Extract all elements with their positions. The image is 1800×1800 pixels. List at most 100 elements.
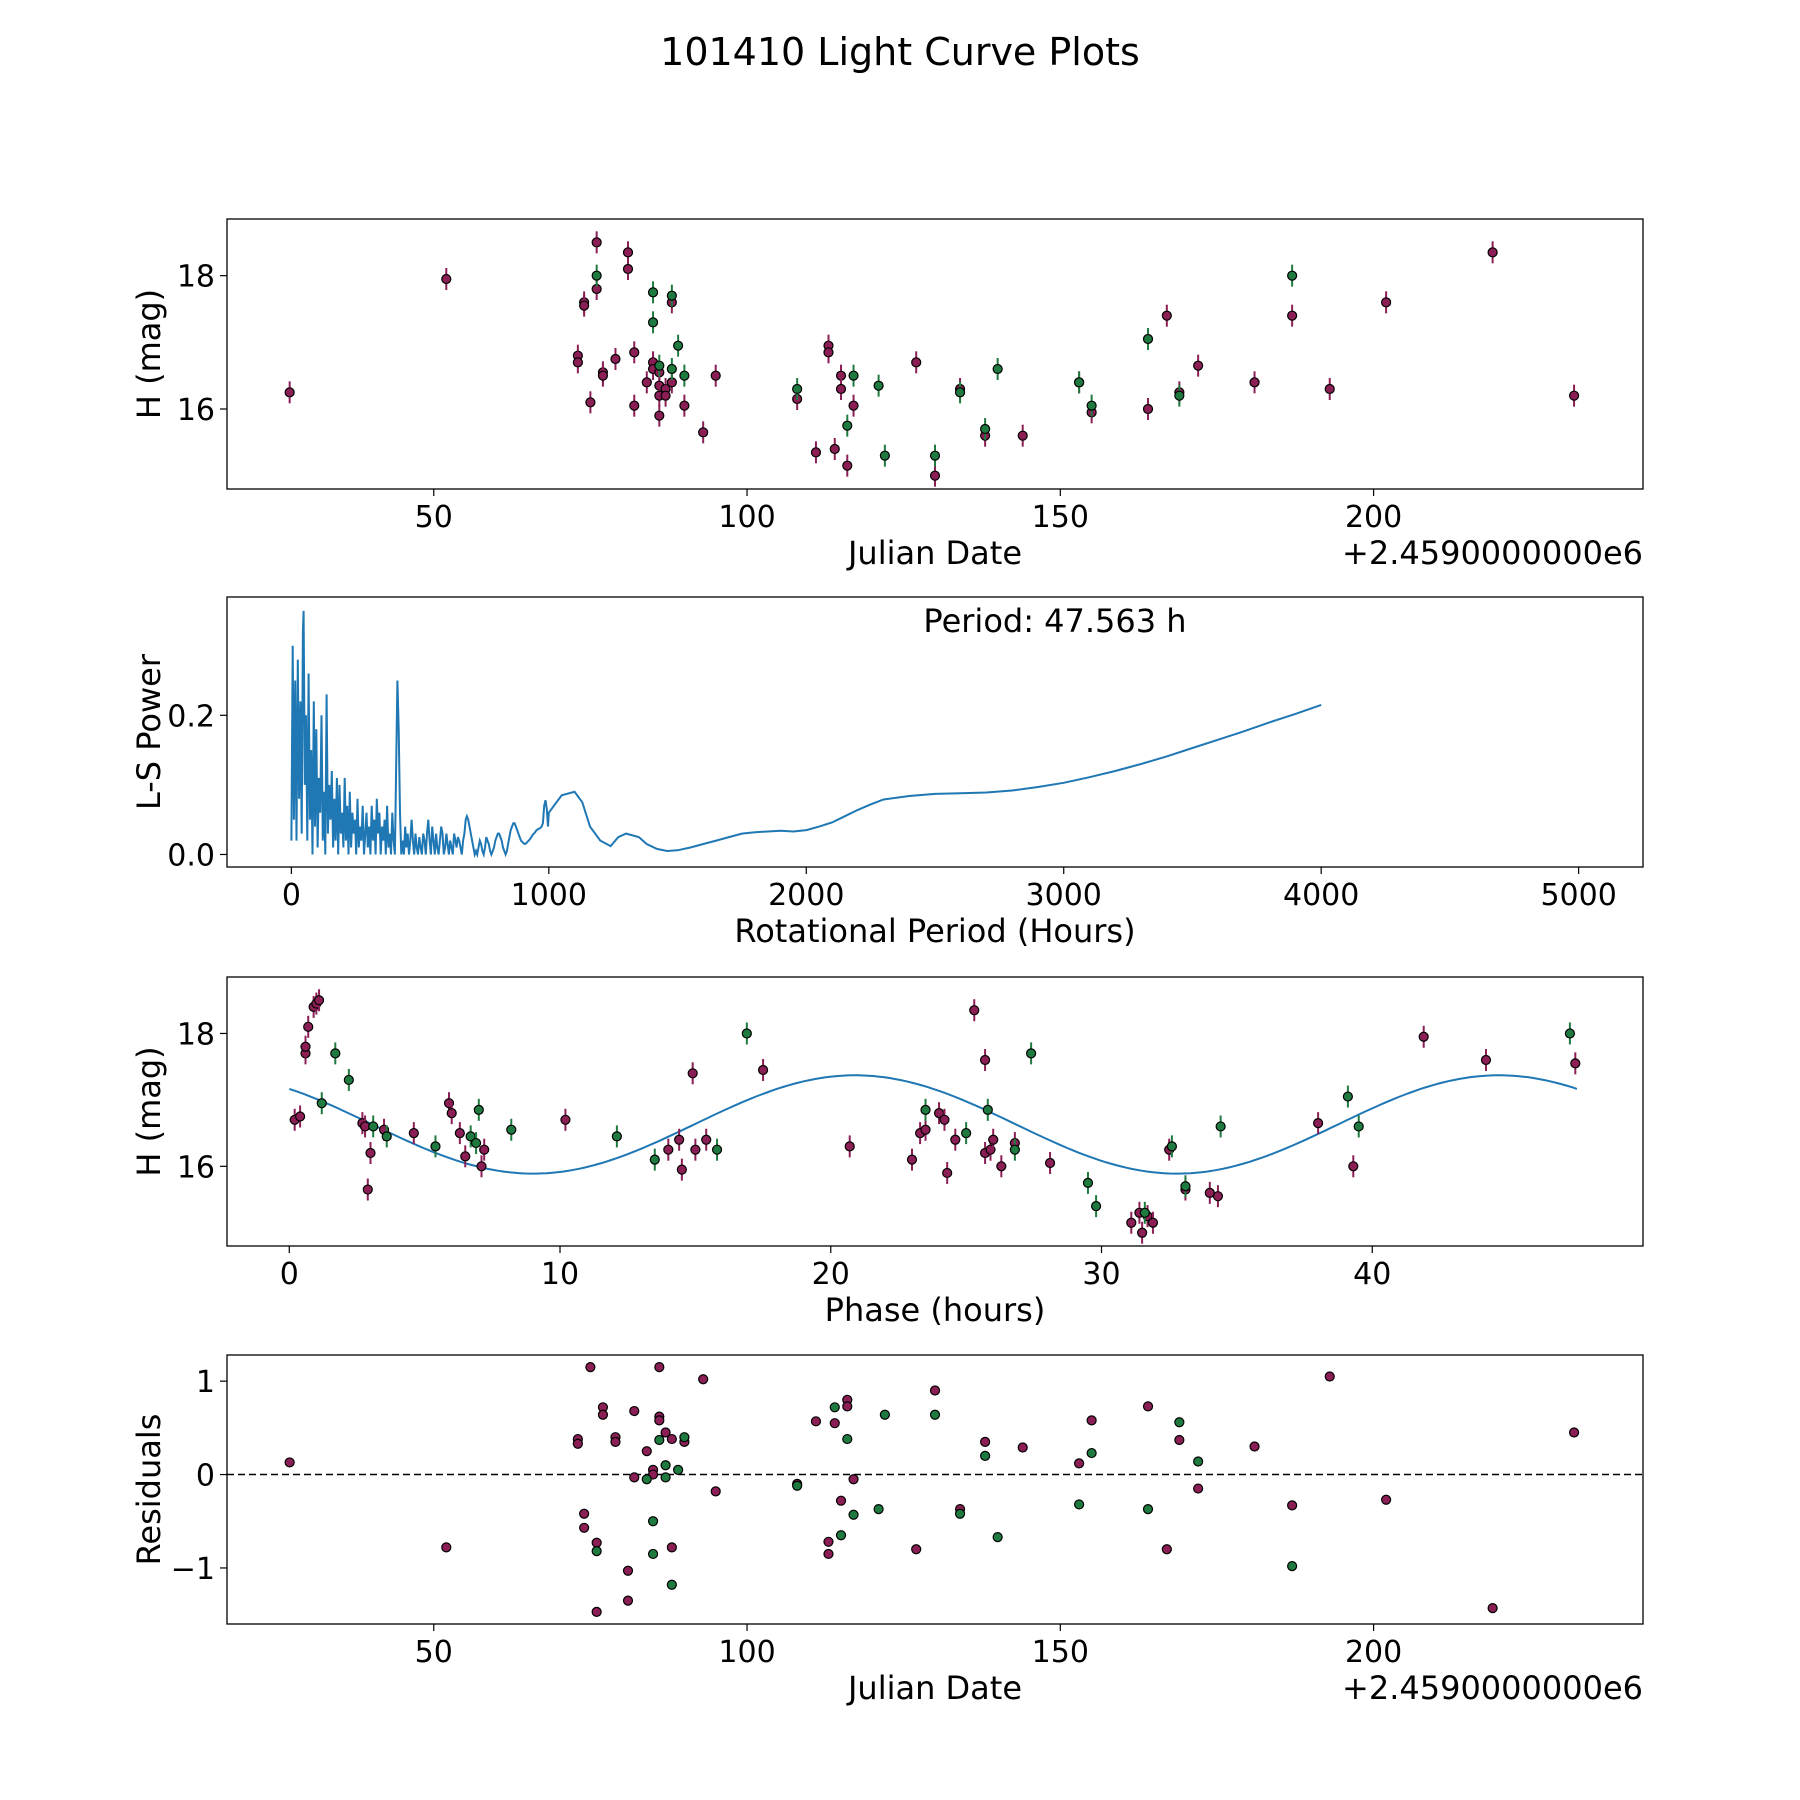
green-data-point <box>470 1137 482 1149</box>
red-data-point <box>610 353 621 365</box>
green-data-point <box>1215 1121 1226 1132</box>
red-data-point <box>1348 1161 1359 1172</box>
green-data-point <box>1180 1181 1191 1192</box>
green-data-point <box>679 370 690 381</box>
red-data-point <box>942 1167 953 1179</box>
green-data-point <box>873 380 884 391</box>
green-data-point <box>842 1433 853 1445</box>
y-axis-label: H (mag) <box>130 289 168 419</box>
plot-area <box>284 231 1580 487</box>
green-data-point <box>992 363 1003 375</box>
x-axis-label: Rotational Period (Hours) <box>734 912 1135 950</box>
green-data-point <box>666 1579 677 1590</box>
x-axis-label: Julian Date <box>846 1669 1022 1707</box>
green-data-point <box>1353 1121 1364 1132</box>
green-data-point <box>829 1402 840 1413</box>
x-tick-label: 2000 <box>768 878 844 913</box>
red-data-point <box>579 1508 590 1519</box>
x-tick-label: 1000 <box>511 878 587 913</box>
red-data-point <box>597 1409 609 1420</box>
y-tick-label: 0 <box>196 1459 215 1494</box>
red-data-point <box>572 357 583 368</box>
y-tick-label: 16 <box>177 1150 215 1185</box>
axes-frame <box>226 218 1644 490</box>
x-axis-label: Phase (hours) <box>825 1291 1046 1329</box>
green-data-point <box>1082 1177 1094 1189</box>
red-data-point <box>1418 1031 1429 1042</box>
green-data-point <box>980 1450 991 1461</box>
green-data-point <box>711 1144 723 1155</box>
green-data-point <box>848 1509 859 1520</box>
green-data-point <box>792 383 803 395</box>
y-tick-label: 18 <box>177 1017 215 1052</box>
red-data-point <box>284 387 295 398</box>
red-data-point <box>1044 1157 1056 1169</box>
green-data-point <box>741 1028 752 1039</box>
y-tick-label: 0.2 <box>167 699 215 734</box>
red-data-point <box>300 1041 311 1052</box>
green-data-point <box>1287 270 1298 281</box>
red-data-point <box>1568 1427 1580 1438</box>
x-tick-label: 20 <box>812 1257 850 1292</box>
red-data-point <box>950 1134 961 1145</box>
green-data-point <box>473 1104 484 1115</box>
green-data-point <box>647 287 659 298</box>
red-data-point <box>654 410 665 421</box>
red-data-point <box>579 1522 590 1533</box>
x-tick-label: 40 <box>1353 1257 1391 1292</box>
green-data-point <box>1074 1499 1085 1510</box>
green-data-point <box>1166 1141 1178 1152</box>
red-data-point <box>810 447 822 458</box>
green-data-point <box>929 1409 941 1420</box>
red-data-point <box>848 400 859 411</box>
red-data-point <box>585 1362 596 1373</box>
red-data-point <box>823 347 834 358</box>
red-data-point <box>666 1542 677 1553</box>
red-data-point <box>698 1374 709 1385</box>
red-data-point <box>1161 1544 1172 1555</box>
red-data-point <box>1324 1371 1335 1382</box>
red-data-point <box>460 1151 471 1162</box>
green-data-point <box>929 450 941 461</box>
red-data-point <box>757 1064 769 1076</box>
red-data-point <box>939 1114 950 1125</box>
panel-lc: 50 100 150 200 16 18 Julian Date H (mag) +2.4590… <box>130 218 1644 572</box>
x-tick-label: 100 <box>718 1635 775 1670</box>
green-data-point <box>961 1127 972 1139</box>
axes-frame <box>226 596 1644 868</box>
red-data-point <box>585 397 596 408</box>
red-data-point <box>823 1548 834 1560</box>
red-data-point <box>1174 1434 1185 1446</box>
x-tick-label: 150 <box>1032 500 1089 535</box>
green-data-point <box>368 1121 379 1132</box>
red-data-point <box>560 1114 571 1125</box>
x-tick-label: 100 <box>718 500 775 535</box>
red-data-point <box>622 1565 634 1576</box>
panel-ls: 0 1000 2000 3000 4000 5000 0.0 0.2 Rotational Pe… <box>130 596 1644 950</box>
green-data-point <box>660 1472 671 1483</box>
green-data-point <box>1086 1447 1097 1459</box>
red-data-point <box>441 1542 452 1553</box>
green-data-point <box>954 1508 966 1519</box>
red-data-point <box>663 1144 674 1155</box>
red-data-point <box>844 1141 855 1152</box>
green-data-point <box>641 1474 652 1485</box>
sine-fit-curve <box>288 1074 1578 1175</box>
x-tick-label: 200 <box>1345 1635 1402 1670</box>
red-data-point <box>1287 310 1298 321</box>
red-data-point <box>591 237 602 248</box>
red-data-point <box>362 1184 373 1195</box>
green-data-point <box>1074 377 1085 388</box>
red-data-point <box>1287 1500 1298 1511</box>
red-data-point <box>629 1405 640 1417</box>
red-data-point <box>476 1161 487 1172</box>
red-data-point <box>1570 1058 1581 1069</box>
panel-resid: 50 100 150 200 −1 0 1 Julian Date Residuals +2.45… <box>130 1354 1644 1707</box>
red-data-point <box>1086 1415 1097 1426</box>
green-data-point <box>1287 1560 1298 1572</box>
red-data-point <box>996 1161 1007 1172</box>
green-data-point <box>1342 1091 1353 1102</box>
red-data-point <box>641 1446 652 1457</box>
red-data-point <box>920 1124 931 1135</box>
red-data-point <box>823 1536 834 1547</box>
